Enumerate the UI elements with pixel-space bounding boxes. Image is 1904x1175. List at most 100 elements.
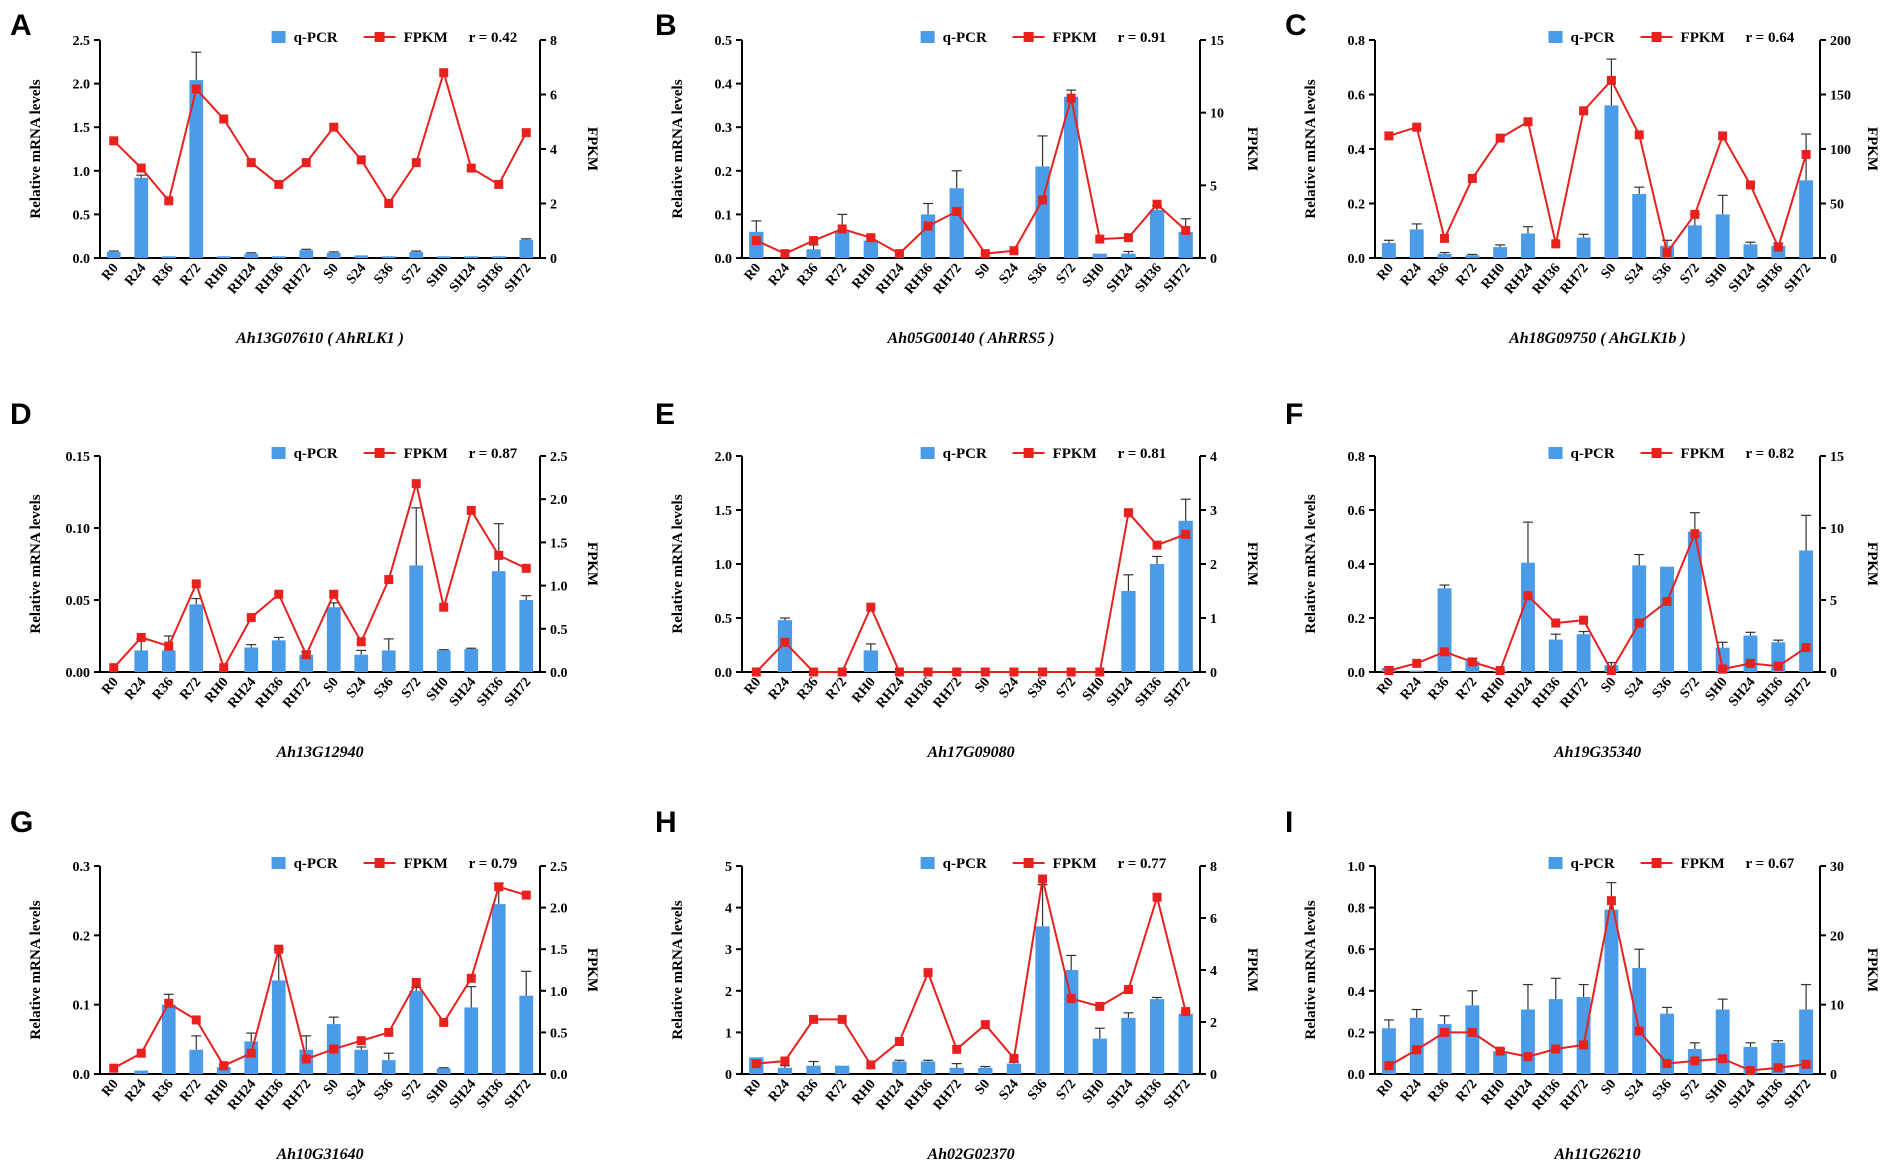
legend-line-label: FPKM [1053,30,1097,46]
fpkm-point [1773,661,1783,671]
y2-tick-label: 150 [1830,89,1851,104]
x-tick-label: SH72 [1161,261,1194,296]
y2-axis-title: FPKM [1864,127,1880,171]
y-tick-label: 0.05 [66,594,91,609]
x-tick-label: R0 [1374,261,1396,284]
panel-letter: D [10,398,32,431]
fpkm-point [1495,1046,1505,1056]
y2-tick-label: 0 [550,252,557,267]
x-tick-label: R0 [742,675,764,698]
fpkm-point [301,158,311,168]
y-tick-label: 2.0 [715,450,733,465]
fpkm-point [109,663,119,673]
bar [1660,566,1674,672]
fpkm-line [113,885,527,1070]
y2-axis-title: FPKM [584,127,600,171]
y2-tick-label: 0.5 [550,1026,568,1041]
bar [326,252,341,258]
bar [244,1041,259,1074]
fpkm-point [980,667,990,677]
x-tick-label: RH24 [225,1077,259,1113]
y2-tick-label: 15 [1830,450,1844,465]
x-tick-label: SH36 [474,261,507,296]
y2-axis-title: FPKM [584,542,600,586]
fpkm-point [494,882,504,892]
fpkm-point [1152,199,1162,209]
x-tick-label: SH72 [1782,675,1815,710]
x-tick-label: RH36 [253,675,287,711]
bar [1576,997,1591,1074]
bar [1465,1005,1480,1074]
fpkm-point [866,233,876,243]
y-tick-label: 0.0 [73,252,91,267]
fpkm-point [466,163,476,173]
x-tick-label: R36 [795,675,822,703]
bar [1687,531,1702,672]
x-tick-label: RH72 [931,1077,965,1113]
bar [863,650,878,672]
x-tick-label: RH72 [1558,675,1592,711]
fpkm-point [136,1048,146,1058]
bar [1799,180,1814,258]
bar [1521,233,1535,258]
fpkm-point [164,196,174,206]
bar [354,255,369,258]
fpkm-point [439,68,449,78]
gene-name: Ah19G35340 [1553,744,1641,761]
y-axis-title: Relative mRNA levels [28,494,44,633]
y2-axis-title: FPKM [1244,948,1260,992]
x-tick-label: R72 [177,1077,204,1105]
y-axis-title: Relative mRNA levels [1303,79,1319,218]
panel-g: G0.00.10.20.30.00.51.01.52.02.5R0 R24 R36 R… [10,806,600,1163]
fpkm-point [1181,225,1191,235]
bar [519,239,534,258]
bar [1493,1051,1508,1074]
y2-tick-label: 2 [550,198,557,213]
y-axis-title: Relative mRNA levels [1303,494,1319,633]
x-tick-label: R72 [1453,261,1480,289]
x-tick-label: RH24 [874,1077,908,1113]
y2-tick-label: 4 [1210,964,1217,979]
y-tick-label: 0.8 [1348,902,1366,917]
x-tick-label: S24 [344,261,370,287]
fpkm-point [809,1014,819,1024]
fpkm-point [191,84,201,94]
y2-tick-label: 1 [1210,612,1217,627]
legend-r-value: r = 0.67 [1746,856,1795,872]
x-tick-label: S36 [1025,261,1051,287]
y-tick-label: 0.8 [1348,450,1366,465]
bar [1035,926,1050,1074]
bar [1092,1038,1107,1074]
fpkm-point [1123,233,1133,243]
y2-tick-label: 1.0 [550,985,568,1000]
fpkm-point [301,650,311,660]
legend-line-label: FPKM [1053,856,1097,872]
x-tick-label: RH72 [931,261,965,297]
x-tick-label: S36 [371,1077,397,1103]
x-tick-label: SH24 [447,261,480,296]
fpkm-point [809,236,819,246]
y-tick-label: 1.0 [715,558,733,573]
x-tick-label: R36 [150,1077,177,1105]
x-tick-label: SH24 [447,675,480,710]
x-tick-label: S24 [344,1077,370,1103]
fpkm-point [1634,618,1644,628]
x-tick-label: RH36 [902,1077,936,1113]
y2-tick-label: 0 [1210,1068,1217,1083]
fpkm-point [1718,664,1728,674]
y-tick-label: 0.5 [715,34,733,49]
y-tick-label: 0.1 [73,999,91,1014]
fpkm-point [1009,246,1019,256]
x-tick-label: R0 [99,261,121,284]
legend-bar-swatch [920,447,935,459]
x-tick-label: SH36 [1133,675,1166,710]
x-tick-label: S0 [321,261,342,282]
fpkm-point [1467,173,1477,183]
x-tick-label: SH72 [502,1077,535,1112]
x-tick-label: R0 [99,1077,121,1100]
fpkm-point [751,667,761,677]
fpkm-point [894,249,904,259]
x-tick-label: SH36 [1754,261,1787,296]
bar [1687,225,1702,258]
x-tick-label: S36 [1025,675,1051,701]
